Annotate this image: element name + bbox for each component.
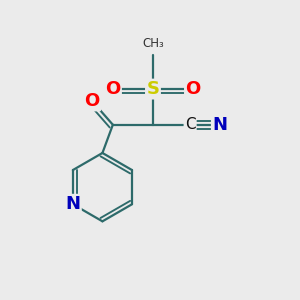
Text: O: O	[84, 92, 100, 110]
Text: N: N	[212, 116, 227, 134]
Text: N: N	[65, 195, 80, 213]
Text: S: S	[146, 80, 160, 98]
Text: O: O	[105, 80, 121, 98]
Text: CH₃: CH₃	[142, 38, 164, 50]
Text: O: O	[185, 80, 201, 98]
Text: C: C	[185, 117, 195, 132]
